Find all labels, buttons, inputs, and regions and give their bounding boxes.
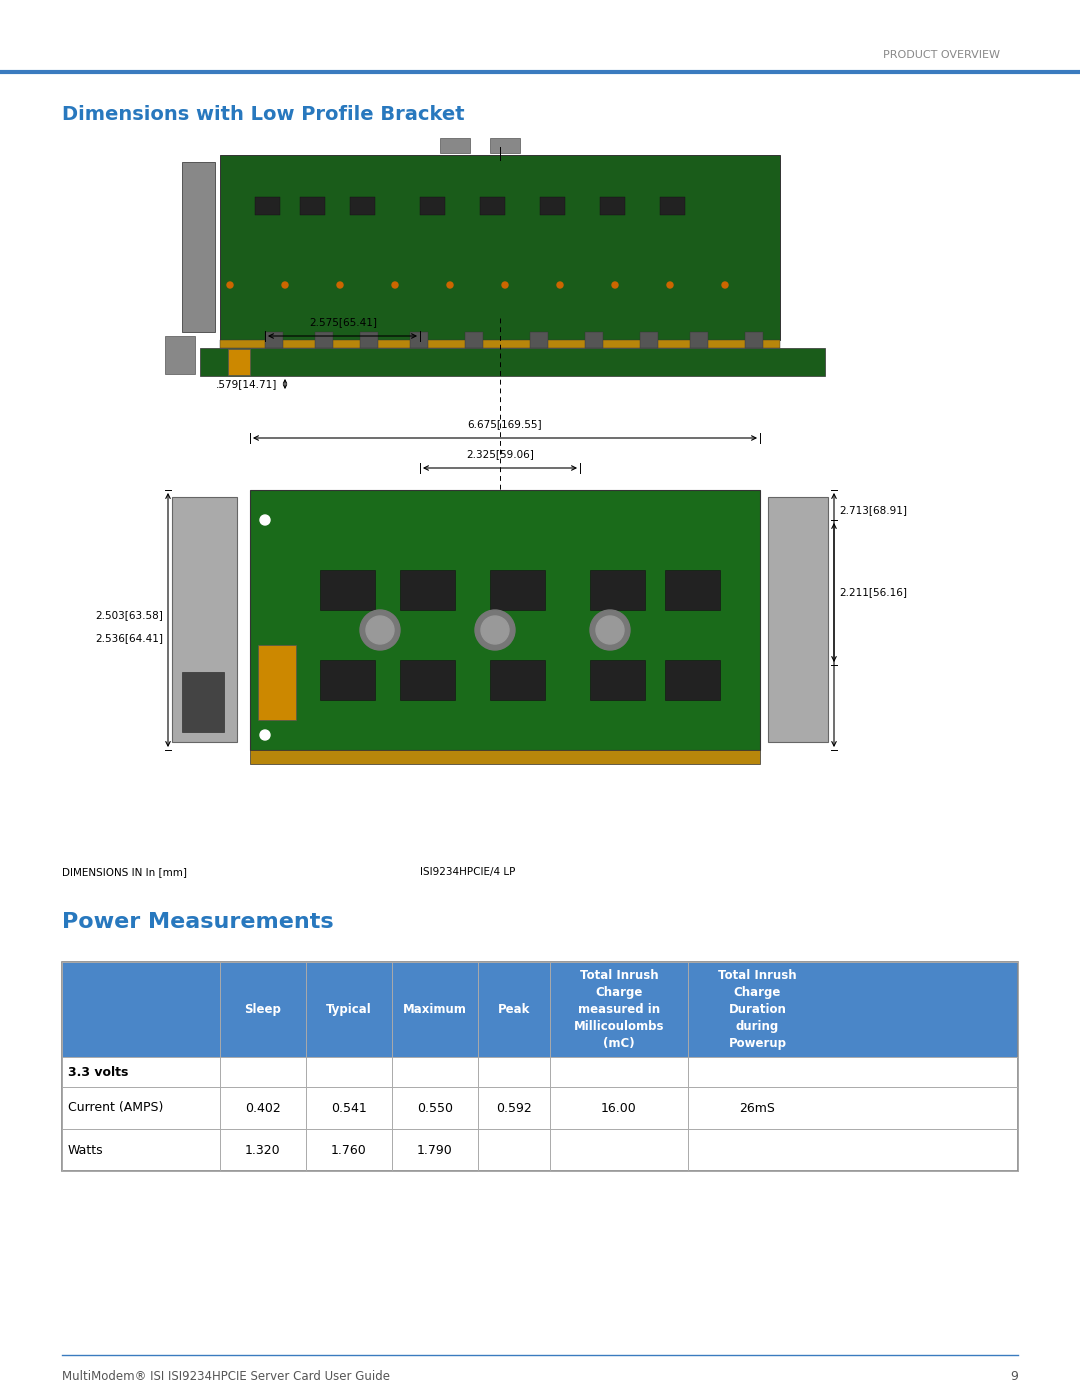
Bar bbox=[585, 332, 603, 348]
Text: 6.675[169.55]: 6.675[169.55] bbox=[468, 419, 542, 429]
Bar bbox=[480, 197, 505, 215]
Text: 2.713[68.91]: 2.713[68.91] bbox=[839, 504, 907, 515]
Bar bbox=[360, 332, 378, 348]
Text: 0.541: 0.541 bbox=[330, 1101, 367, 1115]
Bar bbox=[660, 197, 685, 215]
Text: Typical: Typical bbox=[326, 1003, 372, 1016]
Text: 2.503[63.58]: 2.503[63.58] bbox=[95, 610, 163, 620]
Text: 26mS: 26mS bbox=[740, 1101, 775, 1115]
Bar bbox=[315, 332, 333, 348]
Bar bbox=[530, 332, 548, 348]
Bar bbox=[540, 197, 565, 215]
Text: ISI9234HPCIE/4 LP: ISI9234HPCIE/4 LP bbox=[420, 868, 515, 877]
Bar bbox=[62, 1058, 1018, 1087]
Bar bbox=[640, 332, 658, 348]
Bar bbox=[172, 497, 237, 742]
Text: MultiModem® ISI ISI9234HPCIE Server Card User Guide: MultiModem® ISI ISI9234HPCIE Server Card… bbox=[62, 1370, 390, 1383]
Bar bbox=[490, 138, 519, 154]
Circle shape bbox=[557, 282, 563, 288]
Circle shape bbox=[282, 282, 288, 288]
Bar bbox=[590, 659, 645, 700]
Bar bbox=[258, 645, 296, 719]
Text: Sleep: Sleep bbox=[244, 1003, 281, 1016]
Bar bbox=[255, 197, 280, 215]
Text: 0.592: 0.592 bbox=[496, 1101, 531, 1115]
Text: Watts: Watts bbox=[68, 1144, 104, 1157]
Text: Total Inrush
Charge
Duration
during
Powerup: Total Inrush Charge Duration during Powe… bbox=[718, 970, 797, 1051]
Circle shape bbox=[723, 282, 728, 288]
Circle shape bbox=[590, 610, 630, 650]
Bar bbox=[220, 339, 780, 348]
Circle shape bbox=[227, 282, 233, 288]
Text: 9: 9 bbox=[1010, 1370, 1018, 1383]
Text: Dimensions with Low Profile Bracket: Dimensions with Low Profile Bracket bbox=[62, 106, 464, 124]
Text: Maximum: Maximum bbox=[403, 1003, 467, 1016]
Text: 2.575[65.41]: 2.575[65.41] bbox=[309, 317, 377, 327]
Text: PRODUCT OVERVIEW: PRODUCT OVERVIEW bbox=[883, 50, 1000, 60]
Bar bbox=[220, 155, 780, 339]
Bar bbox=[590, 570, 645, 610]
Bar bbox=[440, 138, 470, 154]
Bar bbox=[600, 197, 625, 215]
Bar bbox=[183, 162, 215, 332]
Circle shape bbox=[260, 731, 270, 740]
Circle shape bbox=[502, 282, 508, 288]
Circle shape bbox=[612, 282, 618, 288]
Bar bbox=[228, 349, 249, 374]
Circle shape bbox=[366, 616, 394, 644]
Bar bbox=[400, 659, 455, 700]
Bar bbox=[745, 332, 762, 348]
Bar bbox=[62, 963, 1018, 1058]
Text: Current (AMPS): Current (AMPS) bbox=[68, 1101, 163, 1115]
Bar bbox=[62, 1129, 1018, 1171]
Bar bbox=[320, 659, 375, 700]
Bar bbox=[420, 197, 445, 215]
Bar bbox=[165, 337, 195, 374]
Text: 2.536[64.41]: 2.536[64.41] bbox=[95, 633, 163, 643]
Text: 2.211[56.16]: 2.211[56.16] bbox=[839, 587, 907, 597]
Bar bbox=[768, 497, 828, 742]
Bar bbox=[665, 659, 720, 700]
Text: Total Inrush
Charge
measured in
Millicoulombs
(mC): Total Inrush Charge measured in Millicou… bbox=[573, 970, 664, 1051]
Circle shape bbox=[475, 610, 515, 650]
Bar bbox=[350, 197, 375, 215]
Text: Power Measurements: Power Measurements bbox=[62, 912, 334, 932]
Bar bbox=[265, 332, 283, 348]
Circle shape bbox=[260, 515, 270, 525]
Bar bbox=[690, 332, 708, 348]
Circle shape bbox=[360, 610, 400, 650]
Bar bbox=[665, 570, 720, 610]
Bar bbox=[62, 1087, 1018, 1129]
Circle shape bbox=[481, 616, 509, 644]
Circle shape bbox=[447, 282, 453, 288]
Circle shape bbox=[337, 282, 343, 288]
Text: 16.00: 16.00 bbox=[600, 1101, 637, 1115]
Text: DIMENSIONS IN In [mm]: DIMENSIONS IN In [mm] bbox=[62, 868, 187, 877]
Text: 1.760: 1.760 bbox=[330, 1144, 367, 1157]
Bar bbox=[249, 750, 760, 764]
Text: Peak: Peak bbox=[498, 1003, 530, 1016]
Bar bbox=[320, 570, 375, 610]
Bar bbox=[465, 332, 483, 348]
Text: 2.325[59.06]: 2.325[59.06] bbox=[467, 448, 534, 460]
Bar bbox=[62, 963, 1018, 1171]
Bar bbox=[200, 348, 825, 376]
Bar bbox=[490, 570, 545, 610]
Circle shape bbox=[667, 282, 673, 288]
Text: 1.790: 1.790 bbox=[417, 1144, 453, 1157]
Bar bbox=[400, 570, 455, 610]
Circle shape bbox=[392, 282, 399, 288]
Text: 0.402: 0.402 bbox=[245, 1101, 281, 1115]
Circle shape bbox=[596, 616, 624, 644]
Text: .579[14.71]: .579[14.71] bbox=[216, 379, 276, 388]
Bar bbox=[249, 490, 760, 750]
Text: 0.550: 0.550 bbox=[417, 1101, 453, 1115]
Bar bbox=[300, 197, 325, 215]
Bar bbox=[490, 659, 545, 700]
Text: 1.320: 1.320 bbox=[245, 1144, 281, 1157]
Bar bbox=[410, 332, 428, 348]
Text: 3.3 volts: 3.3 volts bbox=[68, 1066, 129, 1078]
Bar bbox=[183, 672, 224, 732]
